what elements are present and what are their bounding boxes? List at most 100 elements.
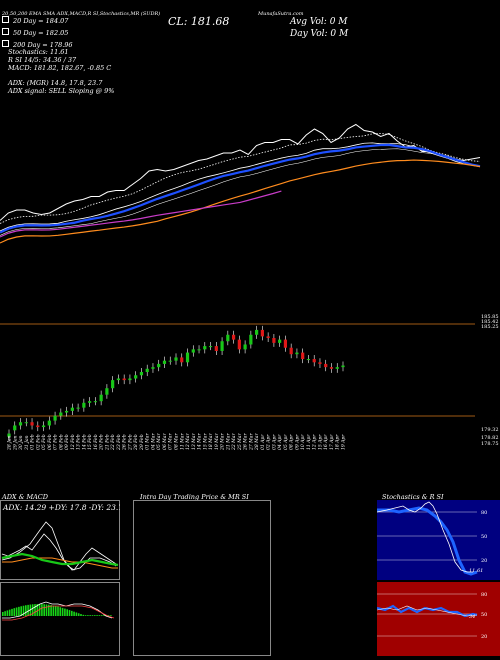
macd-hist-bar (29, 604, 32, 616)
candle-body (162, 360, 167, 364)
candle-body (99, 394, 103, 402)
macd-hist-bar (52, 605, 55, 616)
macd-hist-bar (11, 608, 13, 616)
candle-chart: 28 Jan 29 Jan 30 Jan 31 Jan 01 Feb 02 Feb 05 F… (0, 314, 499, 451)
candle-body (139, 372, 144, 376)
price-label-bottom-2: 178.75 (481, 441, 499, 447)
date-label: 26 Mar (243, 433, 249, 451)
date-label: 08 Mar (174, 433, 180, 450)
stoch-title: Stochastics & R SI (382, 493, 444, 501)
avg-vol: Avg Vol: 0 M (290, 17, 348, 27)
candle-body (329, 367, 334, 369)
ema-50-line (0, 142, 481, 232)
candle-body (116, 378, 121, 381)
candle-body (24, 422, 28, 424)
candle-body (243, 344, 247, 350)
macd-frame (0, 582, 120, 656)
ema-20-line (0, 133, 481, 224)
macd-hist-bar (45, 604, 48, 616)
macd-hist-bar (96, 615, 98, 616)
date-label: 10 Apr (300, 434, 306, 450)
date-label: 28 Feb (133, 434, 139, 451)
legend-20-day: 20 Day = 184.07 (2, 16, 73, 25)
date-label: 03 Apr (271, 434, 277, 450)
date-label: 06 Feb (47, 434, 53, 450)
candle-body (312, 359, 316, 363)
candle-body (151, 367, 155, 369)
date-label: 05 Mar (156, 433, 162, 450)
stoch-axis-50: 50 (481, 534, 487, 540)
stoch-white-line (377, 501, 473, 573)
candle-body (289, 347, 293, 355)
price-label-top-1: 185.42 (481, 319, 499, 325)
candle-body (185, 352, 190, 363)
candle-body (249, 334, 253, 345)
candle-body (318, 362, 322, 364)
macd-hist-bar (8, 609, 11, 616)
rsi-bg (377, 582, 500, 656)
macd-hist-bar (91, 615, 94, 616)
adx-values: ADX: 14.29 +DY: 17.8 -DY: 23.73 (2, 503, 120, 512)
macd-hist-bar (43, 604, 45, 616)
candle-body (13, 425, 17, 431)
candle-body (260, 329, 264, 337)
rsi-text: R SI 14/5: 34.36 / 37 (8, 56, 77, 64)
date-label: 29 Feb (139, 434, 145, 451)
candle-body (157, 363, 161, 368)
macd-hist-bar (31, 604, 34, 616)
adx-panel: ADX: 14.29 +DY: 17.8 -DY: 23.73 (0, 500, 120, 580)
date-label: 28 Mar (254, 433, 260, 451)
date-label: 22 Mar (231, 433, 237, 451)
price-line (0, 123, 481, 221)
macd-hist-bar (71, 610, 73, 616)
adx-orange-line (2, 557, 118, 569)
macd-hist-bar (2, 612, 4, 616)
candle-body (191, 349, 195, 353)
macd-hist-bar (100, 615, 103, 616)
candle-body (231, 334, 236, 340)
date-label: 01 Apr (260, 434, 266, 450)
sma-orange-line (0, 159, 481, 244)
candle-body (255, 329, 259, 335)
date-label: 20 Mar (220, 433, 226, 451)
adx-white-line (1, 533, 117, 571)
macd-hist-bar (103, 615, 105, 616)
macd-hist-bar (54, 606, 57, 616)
date-label: 16 Feb (93, 434, 99, 450)
candle-body (283, 339, 288, 348)
price-label-top-2: 185.25 (481, 324, 499, 330)
candle-body (278, 339, 282, 343)
date-label: 09 Apr (294, 434, 300, 450)
candle-body (105, 388, 109, 395)
candle-body (93, 401, 97, 403)
candle-body (122, 378, 126, 381)
date-label: 17 Apr (329, 434, 335, 450)
candle-body (306, 359, 311, 361)
date-label: 05 Apr (283, 434, 289, 450)
macd-hist-bar (107, 615, 110, 616)
adx-text: ADX: (MGR) 14.8, 17.8, 23.7 (8, 79, 103, 87)
macd-hist-bar (110, 615, 112, 616)
date-label: 15 Apr (317, 434, 323, 450)
candle-body (70, 407, 74, 411)
header-line: 20,50,200 EMA SMA ADX,MACD,R SI,Stochast… (2, 11, 161, 17)
rsi-axis-50: 50 (481, 612, 487, 618)
ma-legend: 20 Day = 184.07 50 Day = 182.05 200 Day … (2, 16, 73, 49)
macd-hist-bar (84, 615, 87, 616)
date-label: 05 Feb (41, 434, 47, 450)
candle-body (266, 336, 270, 339)
candle-body (18, 422, 23, 426)
adx-frame (0, 500, 120, 580)
macd-hist-bar (68, 610, 71, 616)
intraday-frame (133, 500, 271, 656)
macd-hist-bar (13, 608, 16, 616)
stoch-value: 11.61 (469, 568, 483, 574)
date-label: 27 Mar (248, 433, 254, 451)
date-label: 01 Mar (145, 433, 151, 450)
candle-body (64, 410, 69, 413)
date-label: 20 Feb (99, 434, 105, 451)
date-label: 30 Jan (18, 435, 24, 450)
candle-body (174, 357, 178, 361)
candle-body (295, 352, 299, 355)
macd-hist-bar (36, 604, 39, 616)
